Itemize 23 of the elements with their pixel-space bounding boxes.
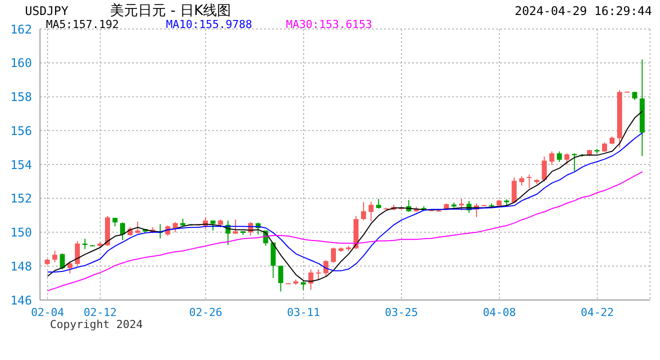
x-tick-label: 03-25 (384, 306, 418, 319)
y-tick-label: 152 (10, 192, 32, 206)
y-tick-label: 154 (10, 158, 32, 172)
x-tick-label: 02-26 (189, 306, 222, 319)
text: MA30:153.6153 (286, 18, 374, 31)
y-tick-label: 162 (10, 22, 32, 36)
x-tick-label: 04-08 (482, 306, 516, 319)
chart-title: 美元日元 - 日K线图 (110, 2, 232, 20)
y-tick-label: 150 (10, 226, 32, 240)
text: Copyright 2024 (50, 318, 143, 331)
x-tick-label: 02-04 (30, 306, 64, 319)
x-tick-label: 02-12 (84, 306, 117, 319)
y-tick-label: 156 (10, 124, 32, 138)
x-tick-label: 04-22 (580, 306, 614, 319)
y-tick-label: 146 (10, 293, 32, 308)
text: 2024-04-29 16:29:44 (514, 4, 652, 18)
text: USDJPY (25, 4, 68, 18)
x-tick-label: 03-11 (287, 306, 320, 319)
y-tick-label: 158 (10, 90, 32, 104)
text: MA5:157.192 (46, 18, 120, 31)
y-tick-label: 160 (10, 56, 32, 70)
text: MA10:155.9788 (166, 18, 254, 31)
y-tick-label: 148 (10, 259, 32, 274)
